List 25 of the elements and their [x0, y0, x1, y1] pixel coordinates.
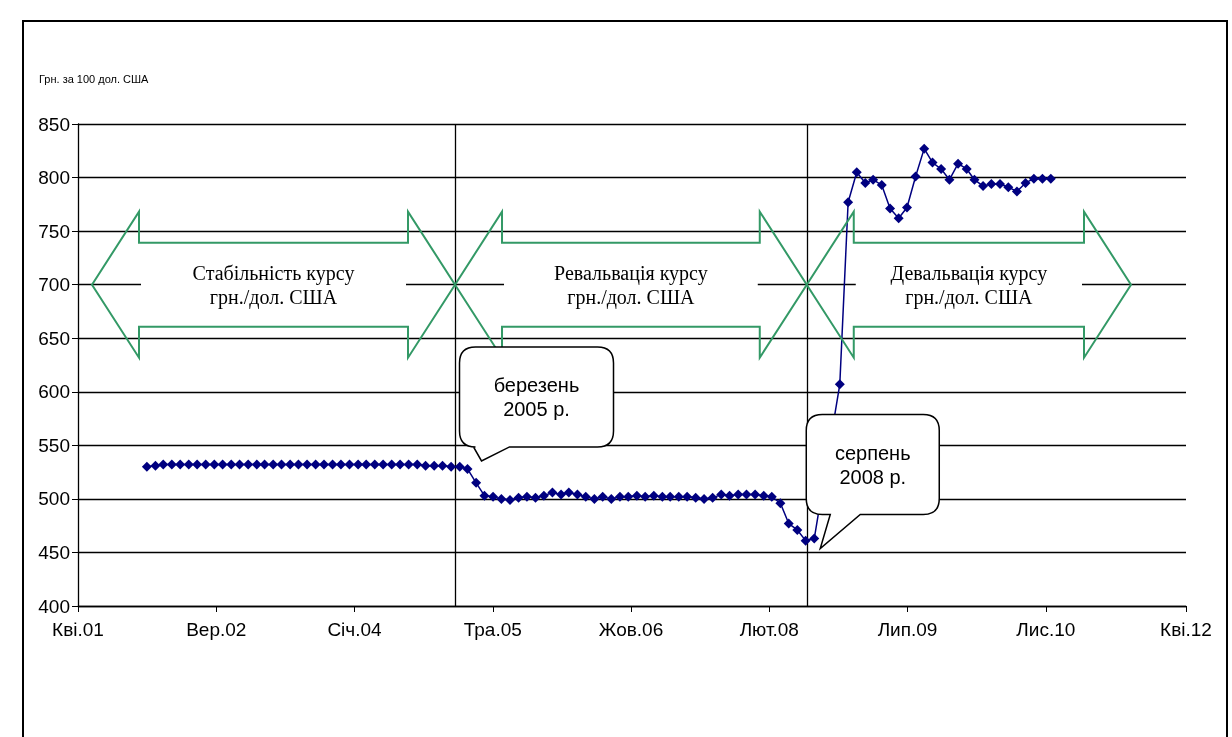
annotation: серпень 2008 р. [834, 441, 911, 488]
y-tick-label: 400 [38, 595, 70, 617]
x-tick-label: Лис.10 [1016, 619, 1076, 640]
y-tick-label: 850 [38, 113, 70, 135]
x-tick-label: Кві.12 [1160, 619, 1212, 640]
y-tick-label: 750 [38, 220, 70, 242]
annotation: Ревальвація курсу грн./дол. США [554, 261, 708, 309]
annotation: березень 2005 р. [493, 373, 580, 420]
y-tick-label: 500 [38, 488, 70, 510]
x-tick-label: Вер.02 [186, 619, 247, 640]
y-tick-label: 800 [38, 167, 70, 189]
y-tick-label: 700 [38, 274, 70, 296]
annotation: Стабільність курсу грн./дол. США [192, 261, 355, 309]
annotation: Девальвація курсу грн./дол. США [890, 261, 1048, 309]
x-tick-label: Січ.04 [327, 619, 383, 640]
x-tick-label: Лип.09 [877, 619, 938, 640]
y-tick-label: 550 [38, 434, 70, 456]
y-tick-label: 600 [38, 381, 70, 403]
x-tick-label: Кві.01 [52, 619, 104, 640]
y-tick-label: 450 [38, 541, 70, 563]
x-tick-label: Жов.06 [598, 619, 664, 640]
y-axis-title: Грн. за 100 дол. США [39, 72, 150, 85]
x-tick-label: Лют.08 [739, 619, 799, 640]
x-tick-label: Тра.05 [463, 619, 522, 640]
y-tick-label: 650 [38, 327, 70, 349]
